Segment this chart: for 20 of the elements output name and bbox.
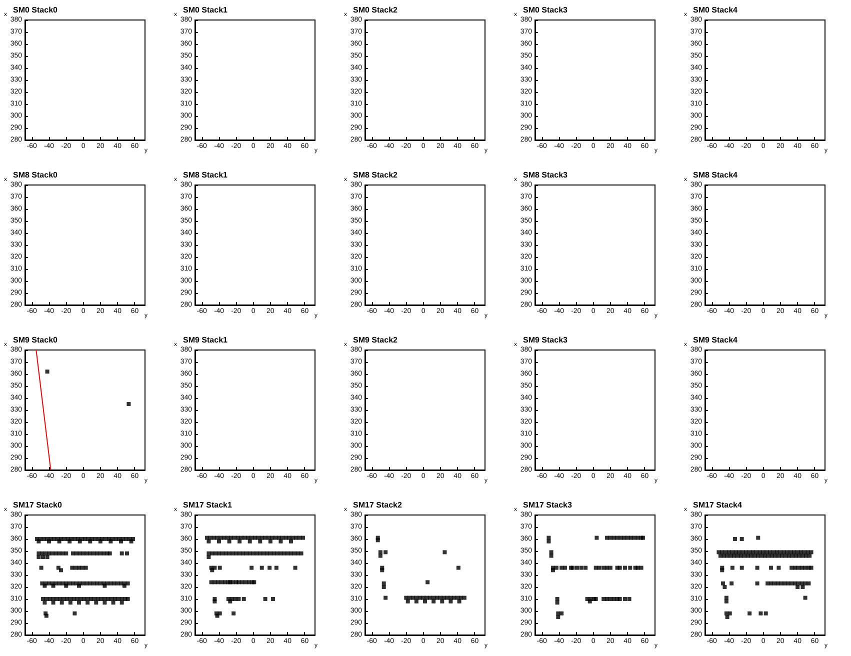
chart-title: SM8 Stack3 xyxy=(523,170,568,180)
chart-title: SM8 Stack2 xyxy=(353,170,398,180)
chart-title: SM9 Stack2 xyxy=(353,336,398,344)
chart-title: SM8 Stack1 xyxy=(183,170,228,180)
chart-title: SM8 Stack4 xyxy=(693,170,738,180)
chart-title: SM17 Stack1 xyxy=(183,500,232,510)
chart-title: SM9 Stack1 xyxy=(183,336,228,344)
chart-title: SM17 Stack3 xyxy=(523,500,572,510)
chart-title: SM0 Stack2 xyxy=(353,6,398,14)
chart-title: SM17 Stack4 xyxy=(693,500,742,510)
chart-title: SM9 Stack4 xyxy=(693,336,738,344)
chart-title: SM8 Stack0 xyxy=(13,170,58,180)
chart-title: SM9 Stack3 xyxy=(523,336,568,344)
chart-title: SM9 Stack0 xyxy=(13,336,58,344)
chart-title: SM17 Stack2 xyxy=(353,500,402,510)
chart-title: SM0 Stack4 xyxy=(693,6,738,14)
chart-title: SM0 Stack1 xyxy=(183,6,228,14)
chart-title: SM0 Stack0 xyxy=(13,6,58,14)
chart-title: SM17 Stack0 xyxy=(13,500,62,510)
chart-title: SM0 Stack3 xyxy=(523,6,568,14)
